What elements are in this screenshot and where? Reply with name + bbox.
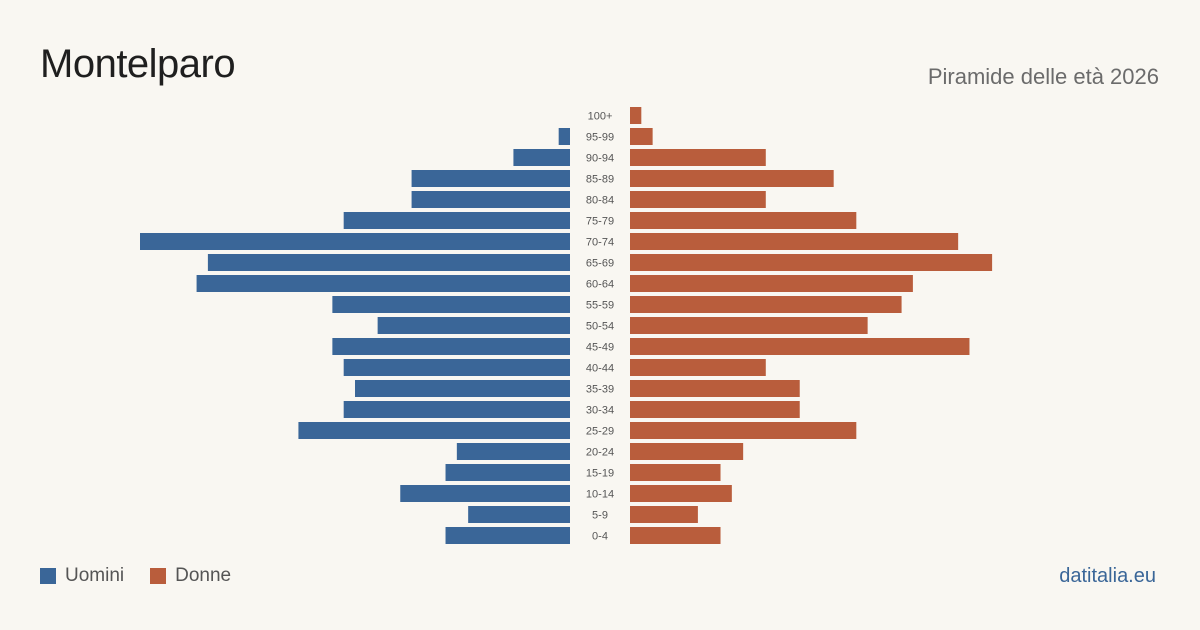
age-label-70-74: 70-74 [586,237,614,249]
age-label-85-89: 85-89 [586,174,614,186]
bar-female-50-54 [630,317,868,334]
age-label-25-29: 25-29 [586,426,614,438]
age-label-60-64: 60-64 [586,279,614,291]
bar-female-95-99 [630,128,653,145]
chart-legend: Uomini Donne [40,565,257,587]
bar-female-55-59 [630,296,902,313]
legend-label-female: Donne [175,565,232,586]
bar-female-35-39 [630,380,800,397]
bar-female-25-29 [630,422,857,439]
bar-female-60-64 [630,275,913,292]
bar-female-20-24 [630,443,744,460]
bar-female-75-79 [630,212,857,229]
age-label-75-79: 75-79 [586,216,614,228]
bar-male-15-19 [445,464,570,481]
legend-item-female: Donne [150,565,231,587]
age-label-15-19: 15-19 [586,468,614,480]
bar-male-90-94 [513,149,570,166]
legend-swatch-female [150,568,167,584]
bar-male-50-54 [377,317,570,334]
bar-female-15-19 [630,464,721,481]
bar-female-30-34 [630,401,800,418]
bar-male-70-74 [140,233,570,250]
bar-female-0-4 [630,527,721,544]
bar-female-65-69 [630,254,993,271]
age-label-20-24: 20-24 [586,447,614,459]
bar-male-55-59 [332,296,570,313]
age-label-40-44: 40-44 [586,363,614,375]
bar-male-75-79 [343,212,570,229]
age-label-10-14: 10-14 [586,489,614,501]
bar-female-10-14 [630,485,732,502]
bar-male-25-29 [298,422,570,439]
age-label-45-49: 45-49 [586,342,614,354]
age-label-95-99: 95-99 [586,132,614,144]
chart-subtitle: Piramide delle età 2026 [927,64,1159,89]
bar-male-65-69 [207,254,571,271]
age-label-65-69: 65-69 [586,258,614,270]
bar-female-100plus [630,107,642,124]
bar-male-60-64 [196,275,570,292]
bar-male-45-49 [332,338,570,355]
bar-male-40-44 [343,359,570,376]
bar-female-5-9 [630,506,698,523]
age-label-80-84: 80-84 [586,195,614,207]
legend-label-male: Uomini [65,565,125,586]
bar-male-5-9 [468,506,570,523]
age-label-30-34: 30-34 [586,405,614,417]
age-label-35-39: 35-39 [586,384,614,396]
age-label-100plus: 100+ [588,111,613,123]
page-title: Montelparo [40,42,236,86]
bar-female-45-49 [630,338,970,355]
bar-female-40-44 [630,359,766,376]
bar-female-80-84 [630,191,766,208]
age-label-55-59: 55-59 [586,300,614,312]
age-label-50-54: 50-54 [586,321,614,333]
bar-male-0-4 [445,527,570,544]
legend-swatch-male [40,568,56,584]
bar-female-70-74 [630,233,959,250]
bar-male-35-39 [355,380,570,397]
bar-male-85-89 [411,170,570,187]
bar-male-30-34 [343,401,570,418]
bar-male-80-84 [411,191,570,208]
age-label-5-9: 5-9 [592,510,608,522]
bar-male-10-14 [400,485,570,502]
legend-item-male: Uomini [40,565,124,587]
bar-male-20-24 [456,443,570,460]
bar-male-95-99 [558,128,570,145]
age-label-90-94: 90-94 [586,153,614,165]
bar-female-90-94 [630,149,766,166]
bar-female-85-89 [630,170,834,187]
age-label-0-4: 0-4 [592,531,608,543]
site-link[interactable]: datitalia.eu [1059,565,1156,587]
